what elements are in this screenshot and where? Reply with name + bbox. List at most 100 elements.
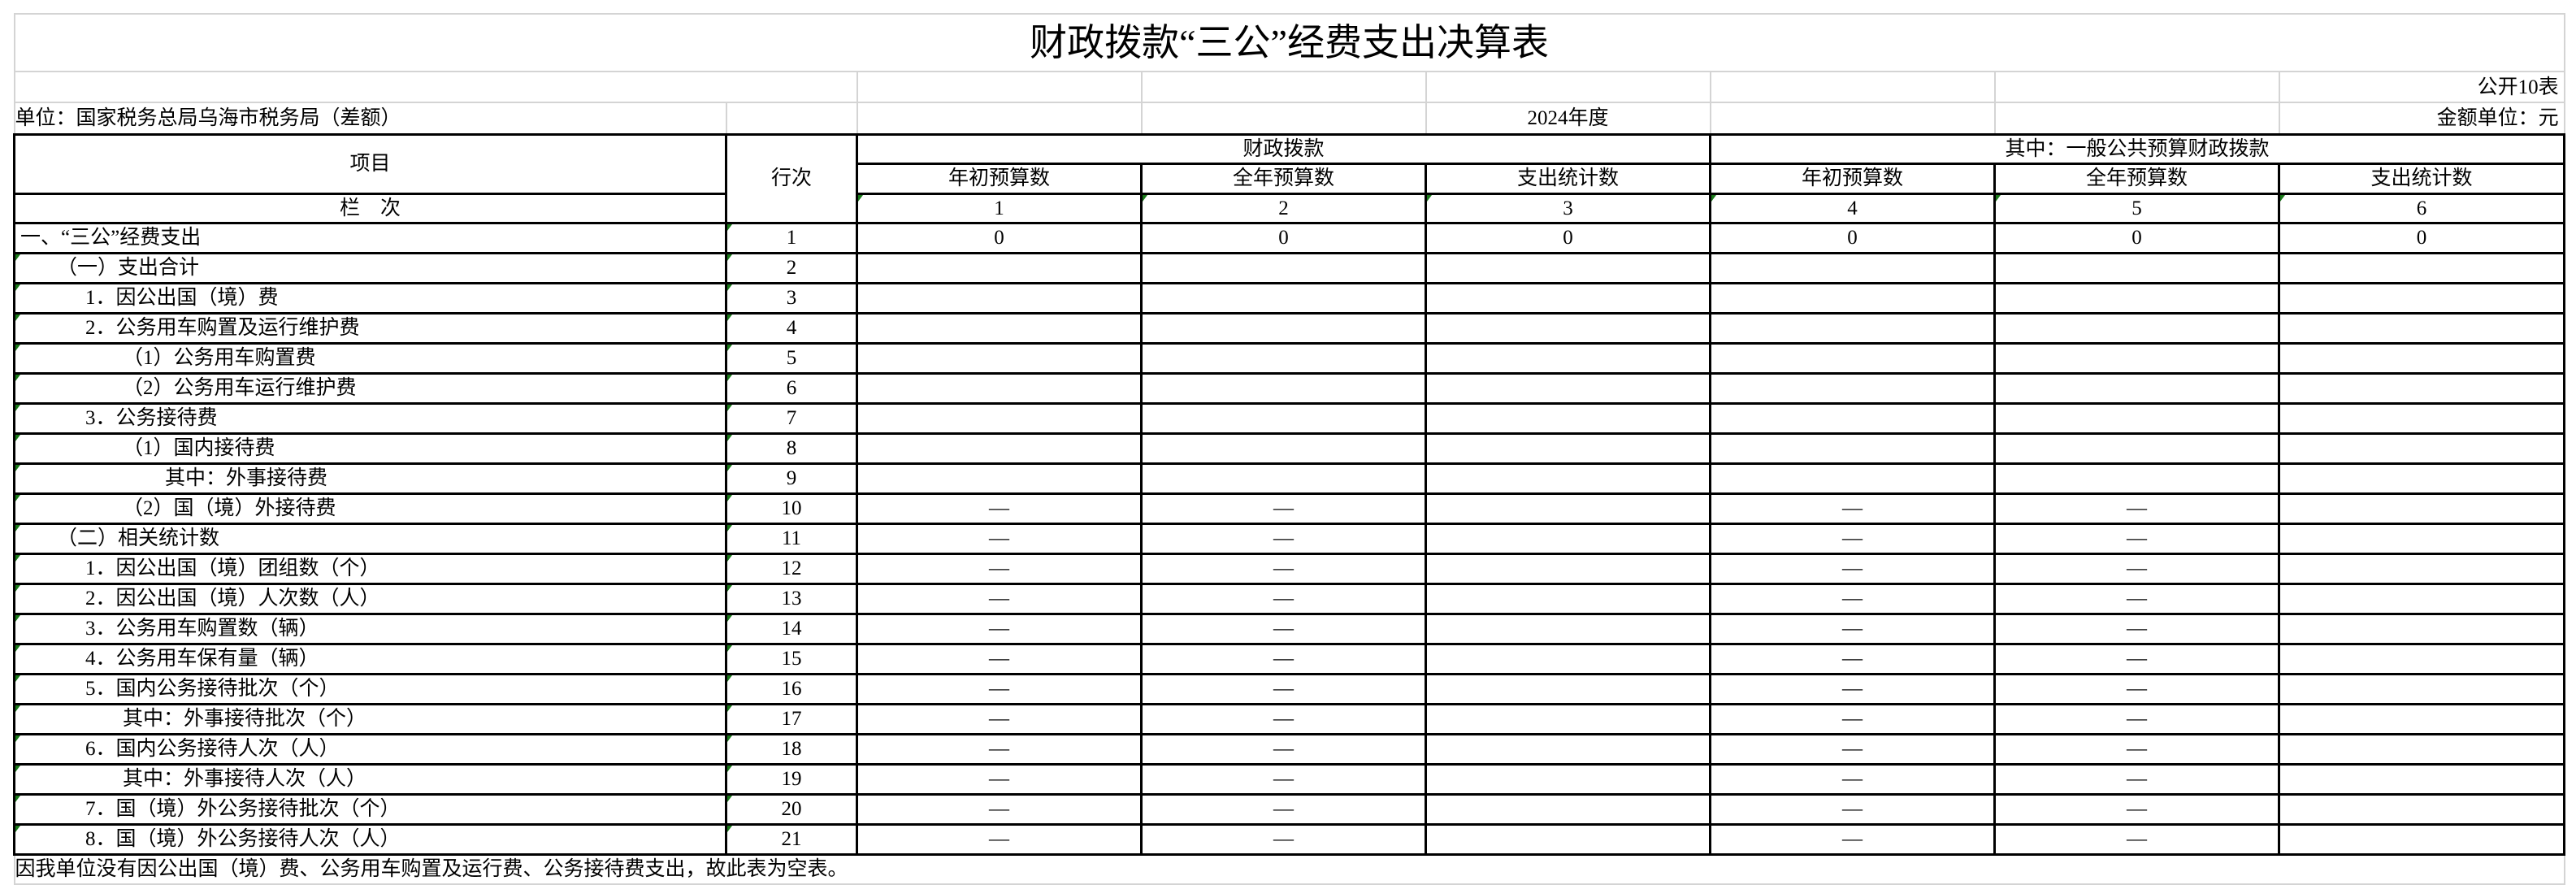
row-value-col-4[interactable] <box>1709 432 1996 465</box>
row-item[interactable]: （一）支出合计 <box>13 251 727 284</box>
row-value-col-6[interactable] <box>2277 552 2566 585</box>
row-item[interactable]: 2．公务用车购置及运行维护费 <box>13 311 727 345</box>
row-value-col-5[interactable]: — <box>1993 552 2280 585</box>
form-number[interactable]: 公开10表 <box>2278 71 2565 103</box>
row-item[interactable]: 1．因公出国（境）团组数（个） <box>13 552 727 585</box>
header-sub-2[interactable]: 全年预算数 <box>1140 162 1427 195</box>
blank-cell[interactable] <box>1709 102 1996 136</box>
row-value-col-4[interactable] <box>1709 371 1996 405</box>
row-value-col-4[interactable]: — <box>1709 702 1996 735</box>
row-line-no[interactable]: 5 <box>725 341 858 375</box>
row-value-col-6[interactable] <box>2277 432 2566 465</box>
row-item[interactable]: 7．国（境）外公务接待批次（个） <box>13 792 727 826</box>
row-value-col-3[interactable] <box>1425 281 1711 315</box>
row-value-col-1[interactable]: — <box>856 522 1143 555</box>
row-value-col-5[interactable]: — <box>1993 762 2280 796</box>
row-value-col-1[interactable]: — <box>856 582 1143 615</box>
row-value-col-3[interactable] <box>1425 492 1711 525</box>
row-value-col-2[interactable]: — <box>1140 612 1427 645</box>
row-value-col-5[interactable]: — <box>1993 822 2280 856</box>
row-value-col-1[interactable]: — <box>856 822 1143 856</box>
row-value-col-4[interactable]: — <box>1709 642 1996 675</box>
header-column-label[interactable]: 栏 次 <box>13 192 727 224</box>
blank-cell[interactable] <box>1425 71 1711 103</box>
row-value-col-3[interactable] <box>1425 762 1711 796</box>
row-value-col-5[interactable] <box>1993 341 2280 375</box>
footnote[interactable]: 因我单位没有因公出国（境）费、公务用车购置及运行费、公务接待费支出，故此表为空表… <box>13 852 2565 885</box>
row-value-col-5[interactable]: — <box>1993 732 2280 766</box>
row-value-col-4[interactable] <box>1709 341 1996 375</box>
row-line-no[interactable]: 7 <box>725 401 858 435</box>
row-value-col-1[interactable]: — <box>856 732 1143 766</box>
row-value-col-5[interactable] <box>1993 371 2280 405</box>
row-value-col-2[interactable]: — <box>1140 762 1427 796</box>
row-value-col-3[interactable] <box>1425 462 1711 495</box>
row-line-no[interactable]: 16 <box>725 672 858 705</box>
row-value-col-3[interactable] <box>1425 311 1711 345</box>
row-value-col-2[interactable]: — <box>1140 822 1427 856</box>
column-number-2[interactable]: 2 <box>1140 192 1427 224</box>
row-value-col-5[interactable]: — <box>1993 642 2280 675</box>
row-value-col-1[interactable]: — <box>856 612 1143 645</box>
row-value-col-6[interactable] <box>2277 341 2566 375</box>
row-value-col-2[interactable]: — <box>1140 492 1427 525</box>
row-value-col-3[interactable] <box>1425 792 1711 826</box>
row-value-col-2[interactable]: 0 <box>1140 221 1427 254</box>
row-item[interactable]: 6．国内公务接待人次（人） <box>13 732 727 766</box>
row-item[interactable]: （2）国（境）外接待费 <box>13 492 727 525</box>
row-value-col-6[interactable] <box>2277 612 2566 645</box>
row-item[interactable]: （2）公务用车运行维护费 <box>13 371 727 405</box>
row-value-col-4[interactable]: — <box>1709 822 1996 856</box>
row-value-col-4[interactable]: — <box>1709 672 1996 705</box>
row-value-col-2[interactable]: — <box>1140 552 1427 585</box>
row-item[interactable]: 其中：外事接待人次（人） <box>13 762 727 796</box>
header-sub-5[interactable]: 全年预算数 <box>1993 162 2280 195</box>
row-item[interactable]: 3．公务接待费 <box>13 401 727 435</box>
blank-cell[interactable] <box>13 71 858 103</box>
row-line-no[interactable]: 11 <box>725 522 858 555</box>
row-value-col-2[interactable]: — <box>1140 702 1427 735</box>
row-line-no[interactable]: 3 <box>725 281 858 315</box>
row-value-col-2[interactable] <box>1140 251 1427 284</box>
row-value-col-3[interactable] <box>1425 522 1711 555</box>
row-value-col-3[interactable]: 0 <box>1425 221 1711 254</box>
row-value-col-5[interactable]: — <box>1993 792 2280 826</box>
row-value-col-6[interactable] <box>2277 371 2566 405</box>
row-value-col-1[interactable]: — <box>856 492 1143 525</box>
row-value-col-1[interactable] <box>856 401 1143 435</box>
row-item[interactable]: （1）公务用车购置费 <box>13 341 727 375</box>
row-value-col-6[interactable] <box>2277 762 2566 796</box>
row-value-col-6[interactable] <box>2277 401 2566 435</box>
row-item[interactable]: 一、“三公”经费支出 <box>13 221 727 254</box>
row-value-col-5[interactable]: — <box>1993 672 2280 705</box>
row-value-col-5[interactable] <box>1993 401 2280 435</box>
row-value-col-6[interactable] <box>2277 642 2566 675</box>
row-value-col-3[interactable] <box>1425 612 1711 645</box>
row-value-col-4[interactable]: — <box>1709 612 1996 645</box>
row-item[interactable]: 1．因公出国（境）费 <box>13 281 727 315</box>
row-value-col-2[interactable]: — <box>1140 792 1427 826</box>
row-value-col-4[interactable] <box>1709 281 1996 315</box>
column-number-4[interactable]: 4 <box>1709 192 1996 224</box>
row-value-col-4[interactable]: — <box>1709 522 1996 555</box>
header-general-budget[interactable]: 其中：一般公共预算财政拨款 <box>1708 132 2566 165</box>
row-value-col-6[interactable] <box>2277 311 2566 345</box>
row-value-col-4[interactable] <box>1709 251 1996 284</box>
row-value-col-6[interactable] <box>2277 582 2566 615</box>
row-value-col-1[interactable] <box>856 311 1143 345</box>
row-line-no[interactable]: 17 <box>725 702 858 735</box>
row-value-col-3[interactable] <box>1425 552 1711 585</box>
column-number-6[interactable]: 6 <box>2277 192 2566 224</box>
blank-cell[interactable] <box>1993 102 2280 136</box>
fiscal-year[interactable]: 2024年度 <box>1425 102 1711 136</box>
blank-cell[interactable] <box>1140 71 1427 103</box>
row-value-col-2[interactable] <box>1140 311 1427 345</box>
row-line-no[interactable]: 15 <box>725 642 858 675</box>
row-value-col-1[interactable] <box>856 281 1143 315</box>
row-item[interactable]: 5．国内公务接待批次（个） <box>13 672 727 705</box>
row-item[interactable]: 其中：外事接待批次（个） <box>13 702 727 735</box>
row-value-col-5[interactable]: — <box>1993 492 2280 525</box>
row-line-no[interactable]: 14 <box>725 612 858 645</box>
row-line-no[interactable]: 1 <box>725 221 858 254</box>
row-value-col-5[interactable] <box>1993 432 2280 465</box>
